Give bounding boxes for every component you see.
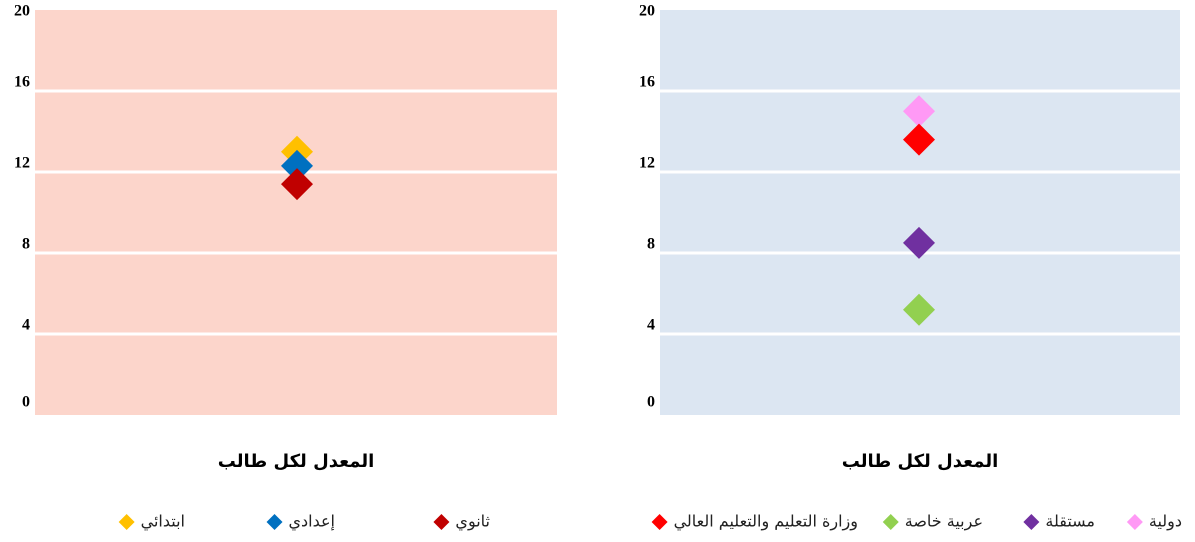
legend-label: ثانوي	[455, 512, 490, 532]
axis-title: المعدل لكل طالب	[842, 451, 999, 472]
point	[281, 168, 313, 201]
y-tick-label: 4	[22, 317, 30, 334]
legend-label: مستقلة	[1045, 512, 1095, 531]
legend-marker	[1023, 514, 1040, 530]
point	[903, 95, 935, 128]
y-tick-label: 4	[647, 317, 655, 334]
legend-marker	[651, 514, 668, 530]
point	[903, 293, 935, 326]
y-tick-label: 0	[647, 394, 655, 411]
point	[281, 149, 313, 182]
y-tick-label: 16	[639, 74, 655, 91]
plot-area	[660, 10, 1180, 415]
legend-marker	[266, 514, 283, 530]
y-tick-label: 12	[14, 155, 30, 172]
axis-title: المعدل لكل طالب	[218, 451, 375, 472]
legend-label: دولية	[1149, 512, 1182, 532]
y-tick-label: 20	[14, 3, 30, 20]
legend-marker	[1126, 514, 1143, 530]
y-tick-label: 20	[639, 3, 655, 20]
point	[903, 226, 935, 259]
legend-marker	[433, 514, 450, 530]
legend-marker	[882, 514, 899, 530]
y-tick-label: 0	[22, 394, 30, 411]
legend-marker	[118, 514, 135, 530]
y-tick-label: 8	[22, 236, 30, 253]
plot-area	[35, 10, 557, 415]
legend-label: وزارة التعليم والتعليم العالي	[674, 512, 858, 532]
legend-label: ابتدائي	[141, 512, 185, 532]
legend-label: عربية خاصة	[905, 512, 983, 532]
y-tick-label: 12	[639, 155, 655, 172]
point	[903, 123, 935, 156]
y-tick-label: 8	[647, 236, 655, 253]
y-tick-label: 16	[14, 74, 30, 91]
legend-label: إعدادي	[289, 512, 335, 532]
